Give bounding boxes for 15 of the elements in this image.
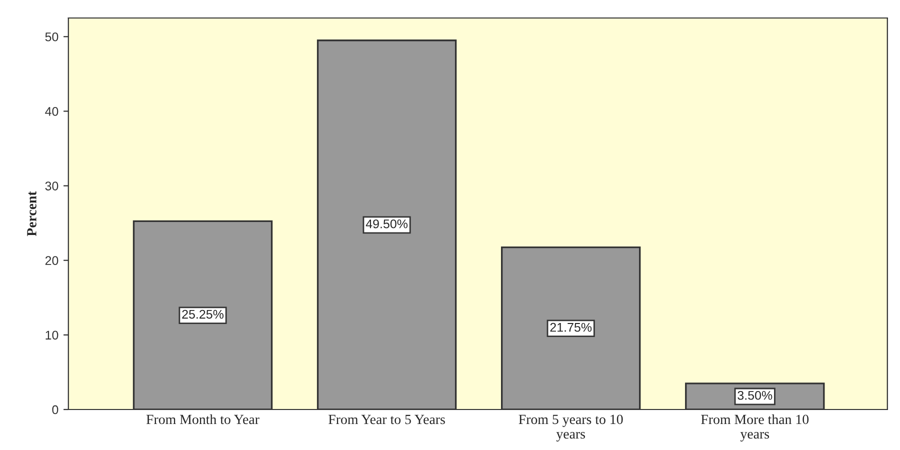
y-tick-label: 20 (45, 256, 58, 266)
y-tick-label: 50 (45, 32, 58, 42)
x-tick-label: From 5 years to 10 years (518, 414, 623, 442)
y-tick-label: 0 (52, 405, 58, 414)
x-tick-label: From Year to 5 Years (328, 414, 445, 424)
data-label: 49.50% (366, 219, 408, 228)
y-tick-label: 40 (45, 107, 58, 116)
data-label: 21.75% (550, 322, 592, 332)
y-tick-label: 30 (45, 182, 58, 190)
data-label: 3.50% (738, 390, 772, 400)
y-tick-label: 10 (46, 330, 58, 340)
x-tick-label: From Month to Year (146, 414, 260, 424)
y-axis-title: Percent (27, 191, 36, 236)
data-label: 25.25% (182, 310, 224, 319)
x-tick-label: From More than 10 years (701, 414, 809, 442)
